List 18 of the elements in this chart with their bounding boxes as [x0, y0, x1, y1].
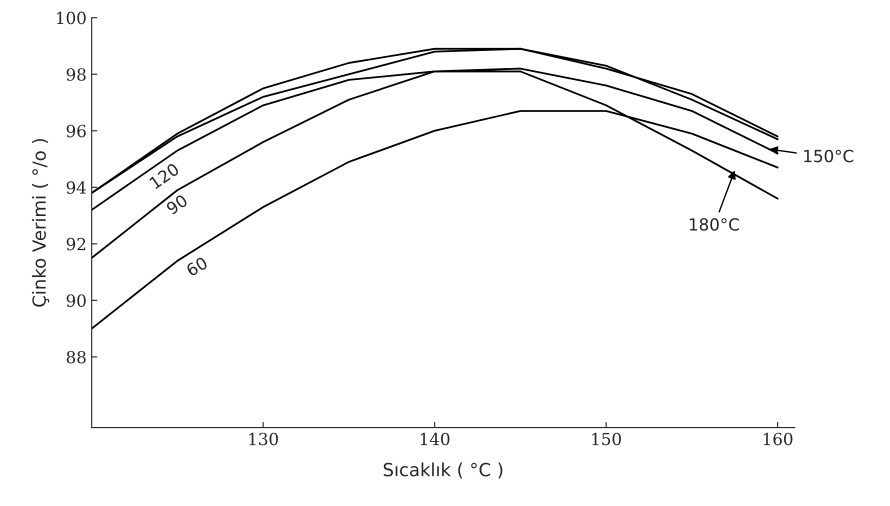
x-tick-label: 130 — [249, 432, 278, 446]
annotation: 150°C — [804, 150, 854, 162]
y-tick-label: 96 — [66, 124, 86, 138]
y-tick-label: 94 — [66, 181, 86, 194]
y-tick-label: 92 — [66, 238, 86, 250]
y-axis-title: Çinko Verimi ( °/o ) — [32, 139, 50, 307]
y-tick-label: 100 — [57, 12, 86, 24]
annotation: 90 — [165, 194, 188, 216]
annotation: 60 — [186, 256, 208, 277]
y-tick-label: 88 — [66, 350, 86, 364]
x-tick-label: 150 — [592, 432, 621, 446]
x-axis-title: Sıcaklık ( °C ) — [384, 462, 502, 479]
annotation: 120 — [148, 162, 180, 190]
y-tick-label: 90 — [66, 294, 86, 307]
y-tick-label: 98 — [66, 68, 86, 81]
x-tick-label: 160 — [764, 432, 792, 446]
x-tick-label: 140 — [420, 432, 450, 446]
annotation: 180°C — [690, 218, 739, 231]
